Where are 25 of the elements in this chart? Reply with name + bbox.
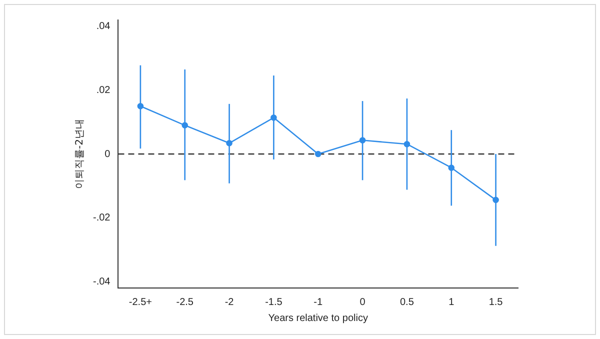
- x-tick-label: 0: [360, 296, 366, 308]
- x-tick-label: -1.5: [265, 296, 283, 308]
- point: [492, 196, 499, 204]
- y-tick-label: 0: [104, 148, 111, 160]
- y-tick-label: .04: [96, 21, 111, 32]
- x-tick-label: -2: [224, 296, 234, 308]
- x-tick-label: -1: [314, 296, 323, 308]
- point: [314, 150, 322, 158]
- point: [270, 114, 277, 121]
- y-tick-label: -.04: [92, 276, 111, 288]
- point: [226, 140, 232, 146]
- y-axis-title: 이퇴직률-2년내: [74, 119, 86, 189]
- y-tick-label: .02: [96, 84, 111, 96]
- x-axis-title: Years relative to policy: [268, 312, 368, 324]
- x-tick-label: -2.5: [176, 296, 194, 308]
- x-tick-label: 0.5: [400, 296, 414, 308]
- x-tick-label: -2.5+: [128, 296, 152, 308]
- point: [448, 164, 455, 171]
- x-tick-label: 1: [448, 296, 455, 308]
- point: [359, 137, 366, 144]
- x-tick-label: 1.5: [488, 296, 504, 308]
- y-tick-label: -.02: [92, 212, 111, 224]
- point: [404, 140, 410, 148]
- point: [182, 122, 188, 128]
- point: [137, 102, 144, 110]
